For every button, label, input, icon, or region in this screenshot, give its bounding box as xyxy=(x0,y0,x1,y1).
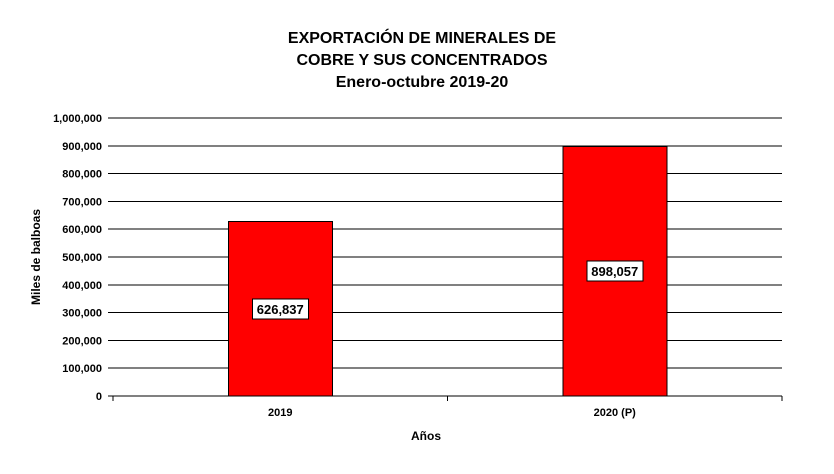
y-tick-label: 100,000 xyxy=(62,363,102,375)
x-axis-title: Años xyxy=(411,429,441,443)
x-tick-label: 2019 xyxy=(268,407,292,419)
y-axis: 0 100,000 200,000 300,000 400,000 500,000 600,… xyxy=(53,113,113,403)
data-label-box xyxy=(251,298,309,320)
data-label-box xyxy=(586,260,644,282)
y-tick-label: 800,000 xyxy=(62,169,102,181)
chart-title-line-1: EXPORTACIÓN DE MINERALES DE xyxy=(287,30,557,47)
data-label: 898,057 xyxy=(591,264,638,279)
y-tick-label: 700,000 xyxy=(62,196,102,208)
y-tick-label: 300,000 xyxy=(62,308,102,320)
chart-title: EXPORTACIÓN DE MINERALES DE COBRE Y SUS … xyxy=(200,28,644,94)
y-axis-title: Miles de balboas xyxy=(29,209,43,305)
y-tick-label: 200,000 xyxy=(62,335,102,347)
y-tick-label: 500,000 xyxy=(62,252,102,264)
gridlines xyxy=(113,117,782,397)
x-axis: 2019 2020 (P) xyxy=(112,395,783,419)
chart-title-line-3: Enero-octubre 2019-20 xyxy=(335,74,509,91)
data-labels: 626,837 898,057 xyxy=(251,260,644,320)
y-tick-label: 400,000 xyxy=(62,280,102,292)
y-tick-label: 0 xyxy=(96,391,102,403)
y-tick-label: 900,000 xyxy=(62,141,102,153)
chart-title-line-2: COBRE Y SUS CONCENTRADOS xyxy=(296,52,548,69)
y-tick-label: 1,000,000 xyxy=(53,113,102,125)
data-label: 626,837 xyxy=(257,302,304,317)
x-tick-label: 2020 (P) xyxy=(594,407,637,419)
y-tick-label: 600,000 xyxy=(62,224,102,236)
